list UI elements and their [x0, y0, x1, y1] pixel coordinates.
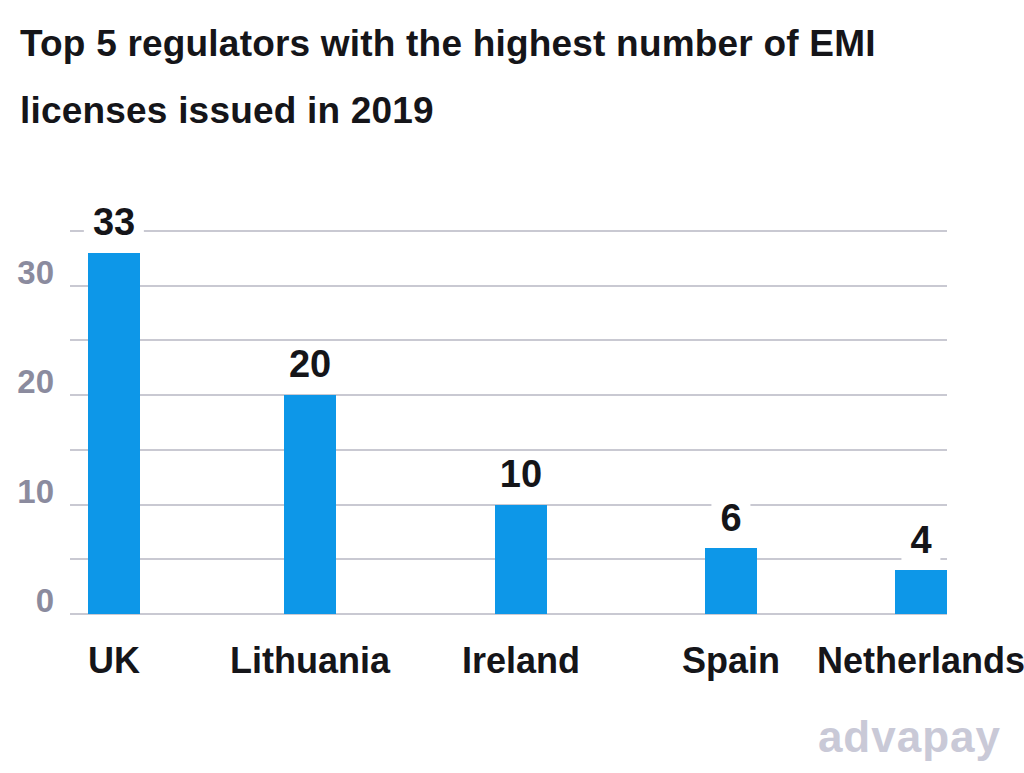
bar-spain	[705, 548, 757, 614]
category-label-ireland: Ireland	[462, 643, 580, 679]
gridline-35	[70, 230, 947, 232]
chart-title-line-1: Top 5 regulators with the highest number…	[20, 10, 876, 77]
category-label-spain: Spain	[682, 643, 780, 679]
advapay-logo: advapay	[818, 715, 1001, 759]
y-tick-label-10: 10	[17, 475, 54, 508]
gridline-25	[70, 339, 947, 341]
bar-ireland	[495, 505, 547, 614]
y-tick-label-0: 0	[36, 584, 54, 617]
y-tick-label-20: 20	[17, 365, 54, 398]
chart-canvas: Top 5 regulators with the highest number…	[0, 0, 1024, 773]
gridline-20	[70, 394, 947, 396]
value-label-uk: 33	[84, 201, 144, 245]
value-label-ireland: 10	[491, 453, 551, 497]
value-label-netherlands: 4	[901, 519, 940, 563]
bar-netherlands	[895, 570, 947, 614]
category-label-netherlands: Netherlands	[817, 643, 1024, 679]
gridline-30	[70, 285, 947, 287]
bar-lithuania	[284, 395, 336, 614]
plot-area: 010203033UK20Lithuania10Ireland6Spain4Ne…	[70, 231, 947, 614]
category-label-uk: UK	[88, 643, 140, 679]
value-label-spain: 6	[711, 497, 750, 541]
gridline-15	[70, 449, 947, 451]
category-label-lithuania: Lithuania	[230, 643, 390, 679]
chart-title: Top 5 regulators with the highest number…	[20, 10, 876, 144]
y-tick-label-30: 30	[17, 256, 54, 289]
value-label-lithuania: 20	[280, 343, 340, 387]
chart-title-line-2: licenses issued in 2019	[20, 77, 876, 144]
bar-uk	[88, 253, 140, 614]
